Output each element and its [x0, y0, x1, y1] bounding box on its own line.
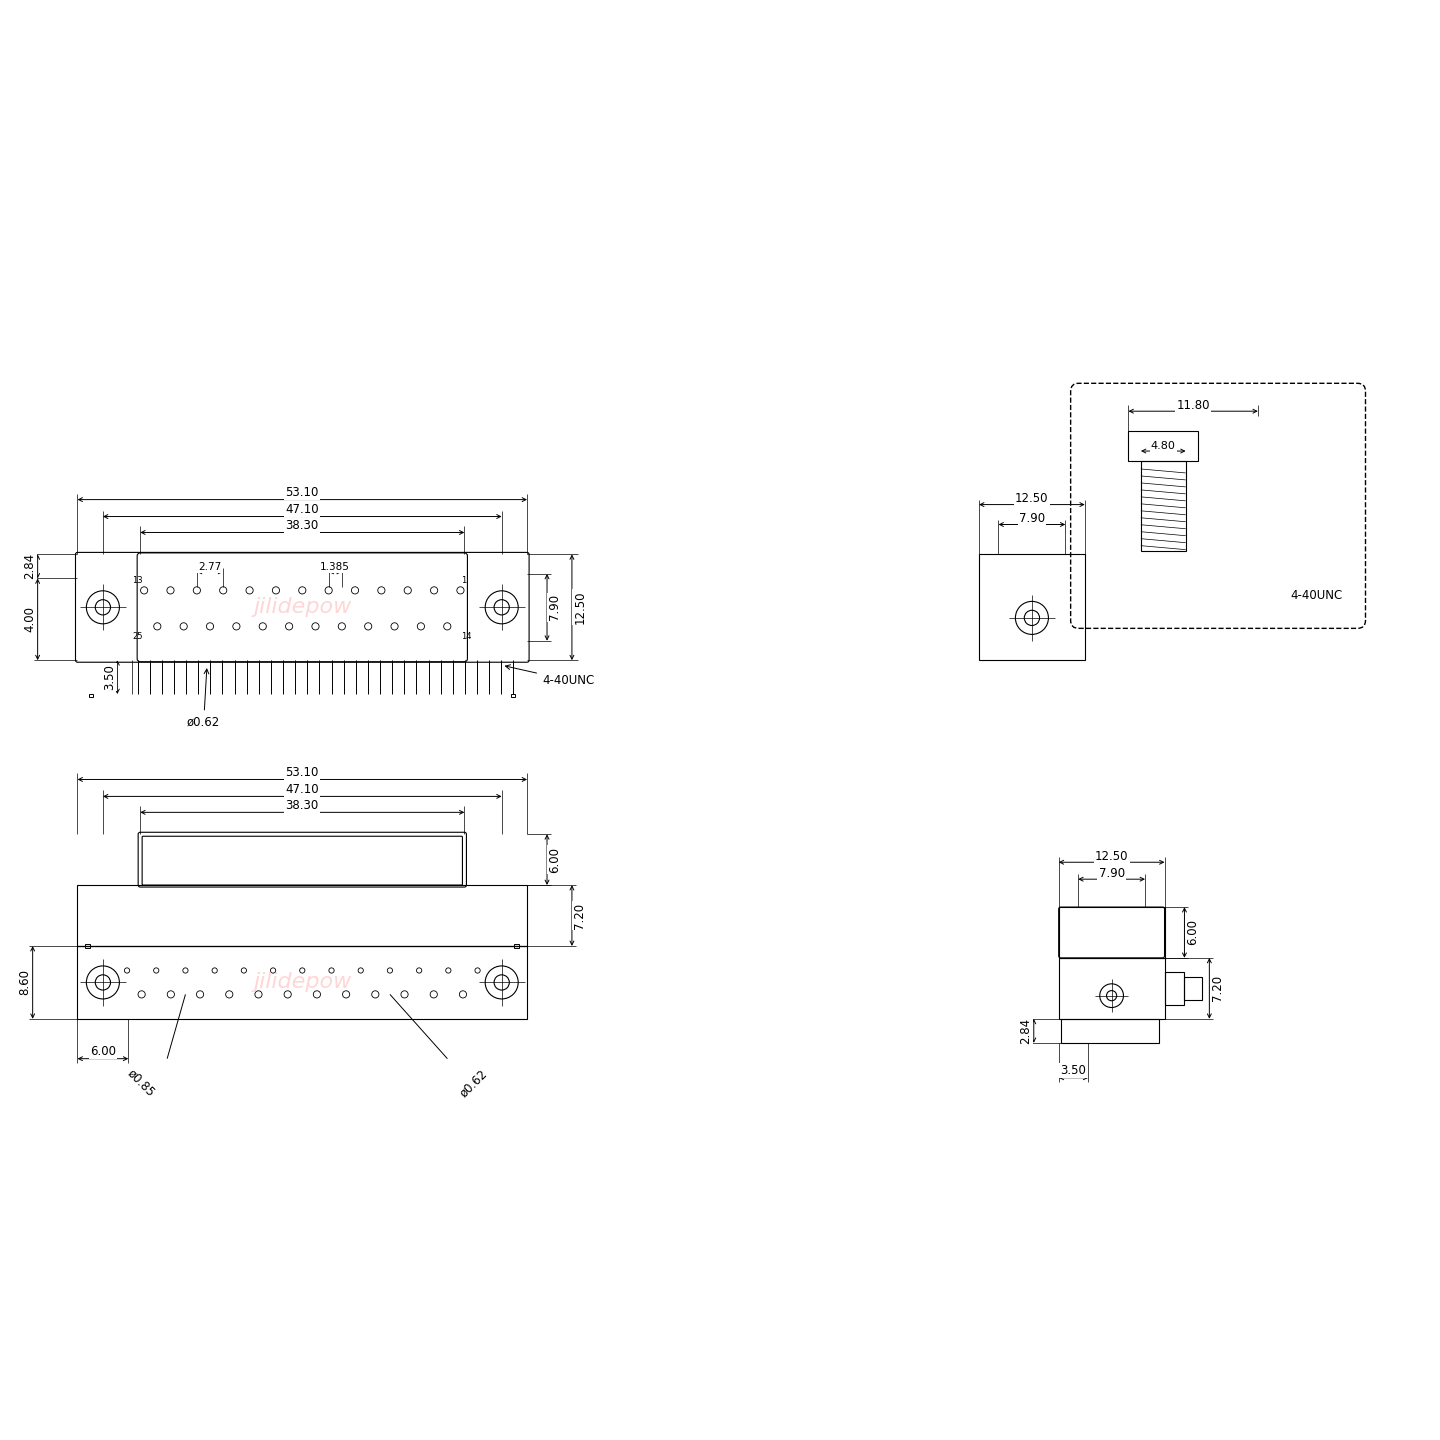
Bar	[89, 694, 94, 697]
Text: 47.10: 47.10	[285, 503, 320, 516]
Bar	[979, 554, 1084, 660]
Text: 4-40UNC: 4-40UNC	[1290, 589, 1342, 602]
Bar	[78, 946, 527, 1020]
Text: 2.84: 2.84	[23, 553, 36, 579]
Text: jilidepow: jilidepow	[253, 598, 351, 618]
Text: 38.30: 38.30	[285, 799, 318, 812]
Text: 1: 1	[461, 576, 467, 585]
Text: 3.50: 3.50	[1061, 1064, 1086, 1077]
Text: 7.20: 7.20	[1211, 975, 1224, 1001]
Text: 38.30: 38.30	[285, 518, 318, 531]
Bar	[78, 886, 527, 946]
Text: 1.385: 1.385	[320, 562, 350, 572]
Bar	[1058, 958, 1165, 1020]
Bar	[1058, 907, 1165, 958]
Text: 47.10: 47.10	[285, 783, 320, 796]
Bar	[1140, 461, 1185, 550]
Text: 6.00: 6.00	[549, 847, 562, 873]
Text: 4.00: 4.00	[23, 606, 36, 632]
Text: 6.00: 6.00	[89, 1045, 115, 1058]
Bar	[1185, 976, 1202, 1001]
Text: 12.50: 12.50	[1015, 492, 1048, 505]
Text: 25: 25	[132, 632, 143, 641]
Text: ø0.62: ø0.62	[187, 670, 220, 729]
Text: ø0.85: ø0.85	[125, 1067, 157, 1099]
Text: 4.80: 4.80	[1151, 441, 1175, 451]
Bar	[1129, 431, 1198, 461]
Text: 14: 14	[461, 632, 472, 641]
Text: 2.77: 2.77	[199, 562, 222, 572]
Text: 7.90: 7.90	[1020, 513, 1045, 526]
Text: 2.84: 2.84	[1020, 1018, 1032, 1044]
Text: 7.90: 7.90	[549, 595, 562, 621]
Text: 3.50: 3.50	[102, 664, 115, 690]
Text: 11.80: 11.80	[1176, 399, 1210, 412]
Text: 7.20: 7.20	[573, 903, 586, 929]
Bar	[1061, 1020, 1159, 1043]
Text: 7.90: 7.90	[1099, 867, 1125, 880]
Bar	[511, 694, 516, 697]
Bar	[514, 945, 520, 948]
Text: jilidepow: jilidepow	[253, 972, 351, 992]
Text: 12.50: 12.50	[1094, 850, 1129, 863]
Text: 8.60: 8.60	[19, 969, 32, 995]
Text: 6.00: 6.00	[1187, 920, 1200, 946]
Bar	[1165, 972, 1185, 1005]
Text: 53.10: 53.10	[285, 766, 320, 779]
Text: ø0.62: ø0.62	[458, 1067, 490, 1099]
Text: 13: 13	[132, 576, 143, 585]
Text: 12.50: 12.50	[573, 590, 586, 624]
Text: 4-40UNC: 4-40UNC	[505, 665, 595, 687]
Text: 53.10: 53.10	[285, 487, 320, 500]
Bar	[85, 945, 91, 948]
